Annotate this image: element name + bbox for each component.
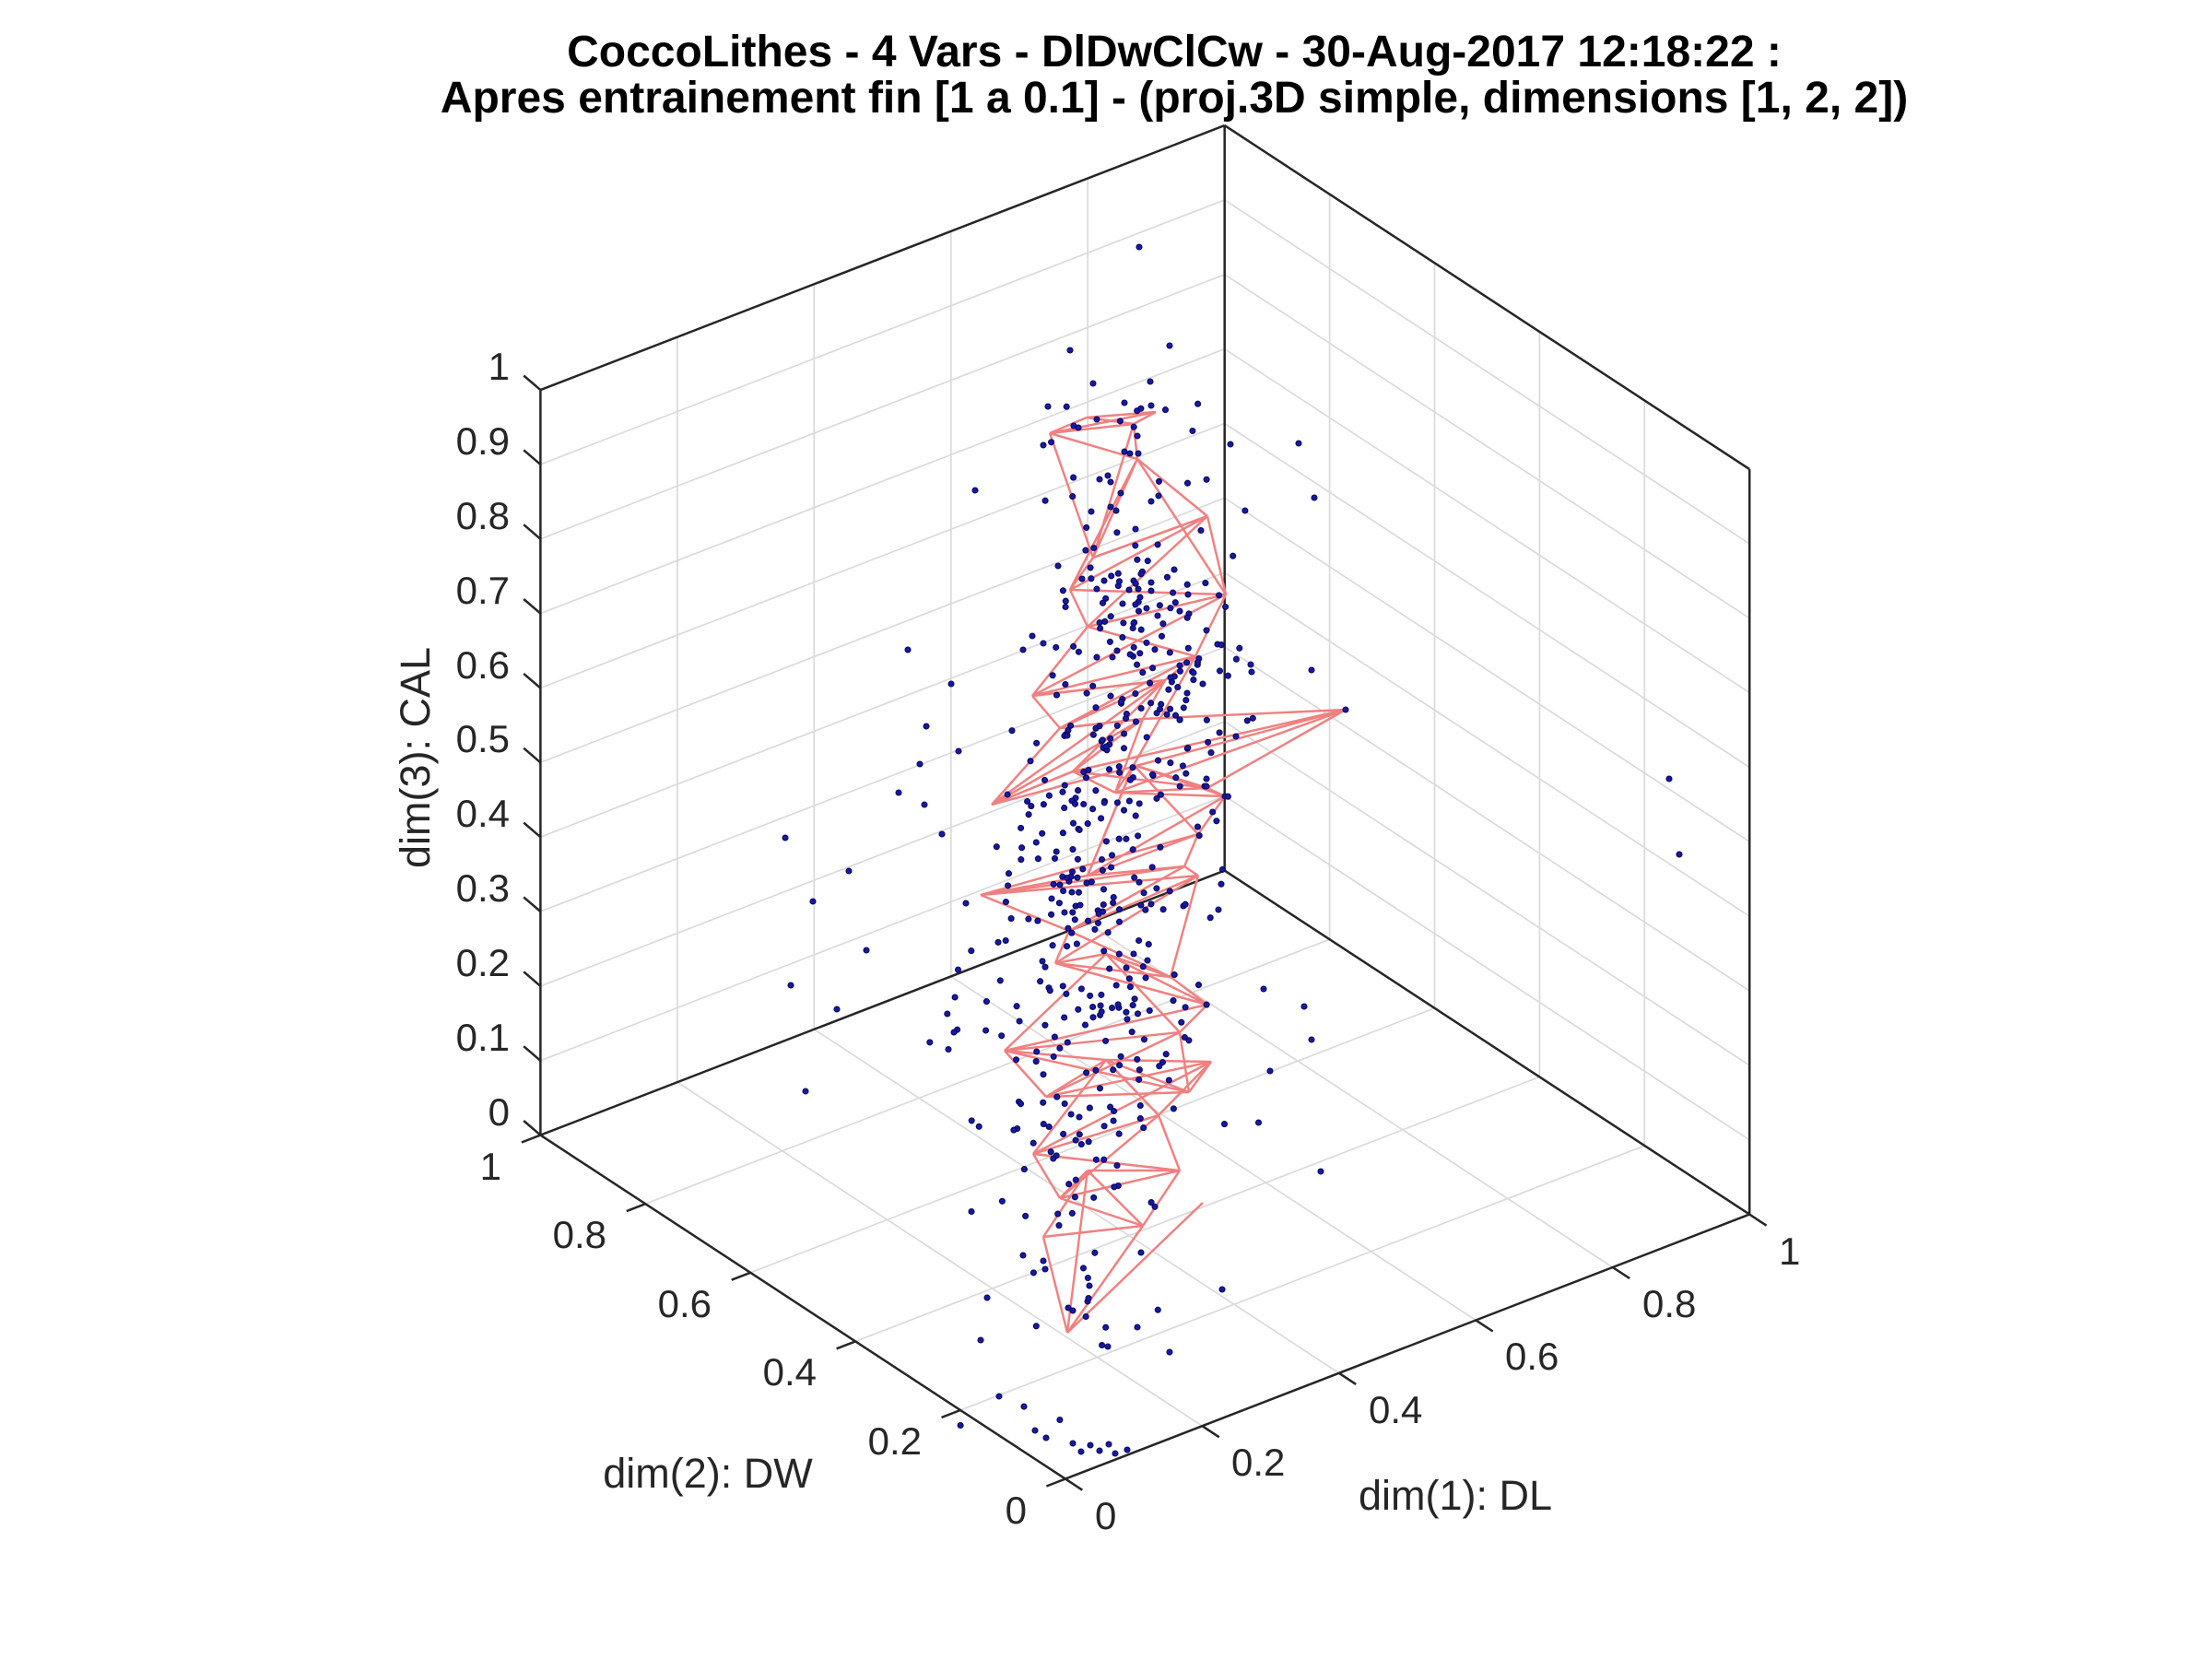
svg-text:0.5: 0.5 [456,717,510,760]
svg-text:0.2: 0.2 [456,941,510,984]
svg-text:dim(2): DW: dim(2): DW [603,1450,813,1497]
svg-text:0.4: 0.4 [1369,1388,1422,1431]
svg-text:0.6: 0.6 [658,1282,712,1325]
svg-text:0.4: 0.4 [456,792,510,835]
svg-text:dim(3): CAL: dim(3): CAL [392,647,439,868]
svg-text:0.3: 0.3 [456,866,510,910]
svg-text:0: 0 [488,1090,510,1134]
svg-text:CoccoLithes - 4 Vars - DlDwClC: CoccoLithes - 4 Vars - DlDwClCw - 30-Aug… [567,28,1782,76]
svg-text:dim(1): DL: dim(1): DL [1359,1472,1552,1519]
svg-text:0.4: 0.4 [763,1350,817,1394]
svg-text:0.2: 0.2 [868,1419,922,1463]
svg-text:1: 1 [1779,1230,1800,1273]
svg-text:1: 1 [488,345,510,388]
svg-text:0: 0 [1006,1488,1027,1532]
svg-text:0.6: 0.6 [456,643,510,687]
svg-text:1: 1 [480,1145,501,1188]
svg-text:0.8: 0.8 [456,494,510,537]
svg-text:0.1: 0.1 [456,1016,510,1059]
svg-text:0.2: 0.2 [1231,1441,1285,1484]
svg-text:0.7: 0.7 [456,569,510,612]
svg-text:0.8: 0.8 [553,1213,606,1256]
svg-text:0.6: 0.6 [1505,1335,1559,1378]
svg-text:Apres entrainement fin [1 a 0.: Apres entrainement fin [1 a 0.1] - (proj… [441,74,1908,123]
svg-text:0: 0 [1095,1494,1116,1537]
svg-text:0.9: 0.9 [456,419,510,463]
svg-text:0.8: 0.8 [1642,1282,1696,1325]
